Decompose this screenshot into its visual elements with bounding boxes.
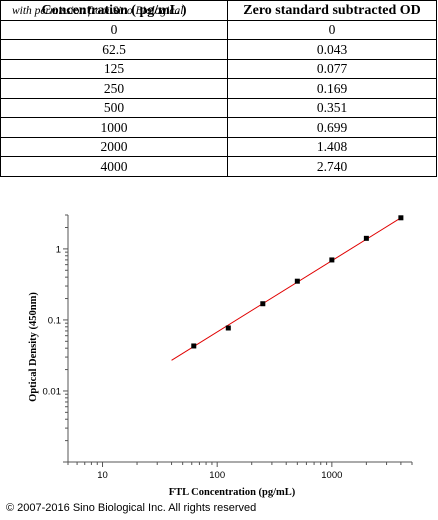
standard-curve-table: Concentration ( pg/mL ) Zero standard su… [0, 0, 437, 177]
x-tick-label: 10 [97, 470, 108, 481]
data-point [329, 257, 335, 263]
table-row: 125 0.077 [0, 58, 437, 79]
concentration-cell: 0 [0, 19, 228, 40]
od-cell: 0 [227, 19, 437, 40]
od-cell: 2.740 [227, 156, 437, 177]
data-points [191, 215, 404, 349]
copyright-text: © 2007-2016 Sino Biological Inc. All rig… [6, 502, 257, 514]
standard-curve-chart: 10 100 1000 0.01 0.1 1 FTL Concentration (pg/… [28, 214, 413, 498]
fit-line [171, 217, 402, 361]
table-row: 1000 0.699 [0, 117, 437, 138]
data-point [294, 278, 300, 284]
concentration-cell: 4000 [0, 156, 228, 177]
od-cell: 0.077 [227, 58, 437, 79]
data-point [398, 215, 404, 221]
chart-axes: 10 100 1000 0.01 0.1 1 [43, 214, 413, 481]
watermark-text: with permission from Sino Biological [12, 5, 184, 17]
od-cell: 0.699 [227, 117, 437, 138]
data-point [225, 325, 231, 331]
y-axis-title: Optical Density (450nm) [28, 292, 39, 402]
concentration-cell: 125 [0, 58, 228, 79]
od-cell: 1.408 [227, 136, 437, 157]
concentration-cell: 1000 [0, 117, 228, 138]
table-row: 4000 2.740 [0, 156, 437, 177]
data-point [191, 343, 197, 349]
concentration-cell: 2000 [0, 136, 228, 157]
data-point [363, 235, 369, 241]
od-cell: 0.043 [227, 39, 437, 60]
table-row: 2000 1.408 [0, 136, 437, 157]
concentration-cell: 62.5 [0, 39, 228, 60]
concentration-cell: 500 [0, 97, 228, 118]
header-od: Zero standard subtracted OD [227, 0, 437, 21]
fit-line-group [171, 217, 402, 361]
y-tick-label: 1 [56, 244, 61, 255]
x-axis-title: FTL Concentration (pg/mL) [169, 487, 296, 498]
od-cell: 0.169 [227, 78, 437, 99]
x-tick-label: 100 [209, 470, 225, 481]
table-row: 62.5 0.043 [0, 39, 437, 60]
y-tick-label: 0.01 [43, 386, 62, 397]
od-cell: 0.351 [227, 97, 437, 118]
x-tick-label: 1000 [321, 470, 342, 481]
data-point [260, 301, 266, 307]
concentration-cell: 250 [0, 78, 228, 99]
table-row: 250 0.169 [0, 78, 437, 99]
table-row: 500 0.351 [0, 97, 437, 118]
y-tick-label: 0.1 [48, 315, 61, 326]
